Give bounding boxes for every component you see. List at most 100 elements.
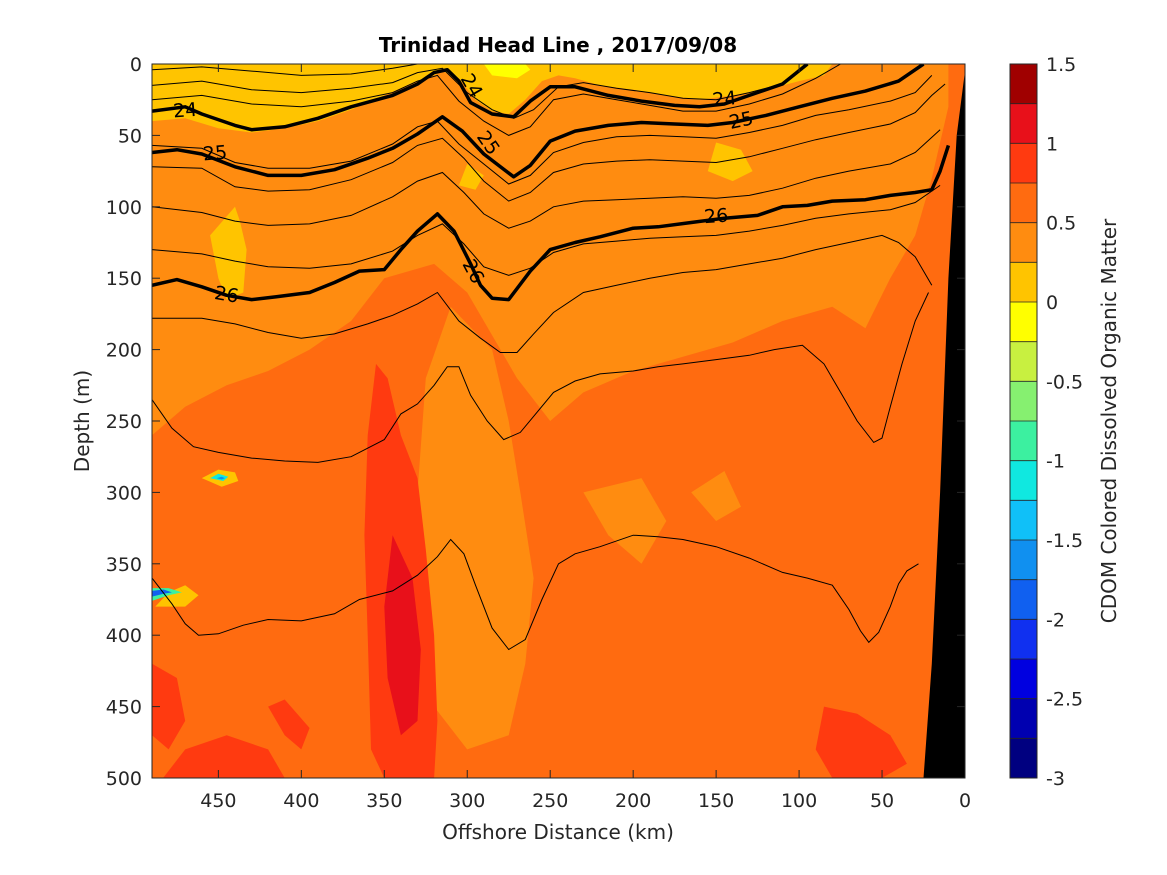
colorbar-swatch — [1010, 262, 1037, 303]
colorbar-swatch — [1010, 421, 1037, 462]
cdom-region-12 — [815, 706, 907, 778]
colorbar-swatch — [1010, 143, 1037, 184]
y-tick-label: 450 — [106, 697, 142, 719]
colorbar-swatch — [1010, 619, 1037, 660]
cdom-region-20 — [216, 476, 225, 480]
cdom-region-1 — [417, 306, 534, 750]
x-tick-label: 200 — [615, 790, 651, 812]
x-axis-title: Offshore Distance (km) — [442, 820, 674, 844]
contour-label-group: 24 — [172, 99, 198, 123]
cdom-region-13 — [152, 735, 285, 778]
y-tick-label: 400 — [106, 625, 142, 647]
colorbar-frame — [1009, 63, 1038, 779]
x-tick-label: 400 — [283, 790, 319, 812]
x-axis: 450 400 350 300 250 200 150 100 50 0 — [200, 64, 971, 812]
cdom-region-7 — [458, 164, 484, 190]
thin-contour-7 — [152, 234, 933, 353]
contour-label-group: 26 — [213, 282, 241, 308]
y-tick-label: 150 — [106, 268, 142, 290]
y-tick-label: 200 — [106, 340, 142, 362]
contour-label-26: 26 — [213, 282, 241, 308]
y-tick-label: 500 — [106, 768, 142, 790]
colorbar-swatch — [1010, 540, 1037, 581]
colorbar-swatch — [1010, 381, 1037, 422]
colorbar-swatch — [1010, 698, 1037, 739]
colorbar-tick-label: -1.5 — [1046, 530, 1083, 552]
contour-24 — [152, 64, 809, 132]
colorbar-swatch — [1010, 341, 1037, 382]
y-tick-label: 0 — [130, 54, 142, 76]
colorbar-swatch — [1010, 183, 1037, 224]
colorbar-tick-label: -0.5 — [1046, 371, 1083, 393]
y-tick-label: 50 — [118, 125, 142, 147]
colorbar-swatch — [1010, 103, 1037, 144]
contour-25 — [152, 64, 925, 179]
y-tick-label: 300 — [106, 482, 142, 504]
plot-area — [152, 64, 965, 778]
colorbar-swatch — [1010, 64, 1037, 105]
cdom-region-5 — [210, 206, 247, 300]
contour-label-24: 24 — [172, 99, 198, 123]
colorbar-tick-label: 1 — [1046, 133, 1058, 155]
colorbar-swatch — [1010, 500, 1037, 541]
y-tick-label: 250 — [106, 411, 142, 433]
x-tick-label: 100 — [781, 790, 817, 812]
cdom-region-6 — [707, 142, 753, 182]
colorbar-swatch — [1010, 460, 1037, 501]
cdom-region-15 — [155, 585, 199, 607]
cdom-region-11 — [268, 699, 310, 750]
colorbar-tick-label: -3 — [1046, 768, 1065, 790]
x-tick-label: 250 — [532, 790, 568, 812]
x-tick-label: 350 — [366, 790, 402, 812]
contour-26 — [152, 144, 951, 302]
x-tick-label: 0 — [959, 790, 971, 812]
bathymetry — [923, 71, 965, 778]
y-axis: 0 50 100 150 200 250 300 350 400 450 500 — [106, 54, 965, 790]
x-tick-label: 50 — [870, 790, 894, 812]
cdom-region-14 — [384, 535, 421, 736]
colorbar-swatch — [1010, 579, 1037, 620]
colorbar-tick-label: -1 — [1046, 451, 1065, 473]
thin-contour-3 — [152, 75, 933, 185]
contour-label-group: 24 — [711, 87, 737, 111]
colorbar-tick-label: 0 — [1046, 292, 1058, 314]
cdom-region-8 — [483, 64, 531, 79]
contour-label-group: 25 — [727, 107, 755, 134]
contour-label-group: 25 — [202, 141, 228, 165]
colorbar-tick-label: -2.5 — [1046, 689, 1083, 711]
y-tick-label: 100 — [106, 197, 142, 219]
thin-contour-4 — [152, 83, 946, 202]
colorbar-swatch — [1010, 222, 1037, 263]
thin-contour-2 — [152, 64, 841, 136]
thin-contour-0 — [152, 64, 418, 76]
colorbar-swatch — [1010, 659, 1037, 700]
contour-label-group: 26 — [703, 205, 729, 229]
cdom-region-19 — [210, 473, 229, 481]
thin-contour-9 — [152, 534, 919, 651]
thin-contour-5 — [152, 129, 941, 229]
contour-label-24: 24 — [711, 87, 737, 111]
colorbar-tick-label: 0.5 — [1046, 213, 1076, 235]
x-tick-label: 300 — [449, 790, 485, 812]
colorbar: 1.5 1 0.5 0 -0.5 -1 -1.5 -2 -2.5 -3 — [1009, 54, 1083, 790]
colorbar-label: CDOM Colored Dissolved Organic Matter — [1097, 218, 1121, 623]
density-contours-labeled — [152, 64, 951, 302]
y-tick-label: 350 — [106, 554, 142, 576]
cdom-region-17 — [152, 589, 172, 597]
seafloor — [923, 71, 965, 778]
colorbar-tick-label: 1.5 — [1046, 54, 1076, 76]
chart-title: Trinidad Head Line , 2017/09/08 — [379, 33, 737, 57]
contour-label-26: 26 — [703, 205, 729, 229]
y-axis-title: Depth (m) — [70, 370, 94, 472]
contour-label-25: 25 — [727, 107, 755, 134]
cdom-region-3 — [691, 471, 741, 521]
contour-label-25: 25 — [202, 141, 228, 165]
colorbar-tick-label: -2 — [1046, 609, 1065, 631]
x-tick-label: 150 — [698, 790, 734, 812]
cdom-region-10 — [152, 663, 186, 750]
colorbar-swatch — [1010, 738, 1037, 779]
colorbar-swatch — [1010, 302, 1037, 343]
x-tick-label: 450 — [200, 790, 236, 812]
